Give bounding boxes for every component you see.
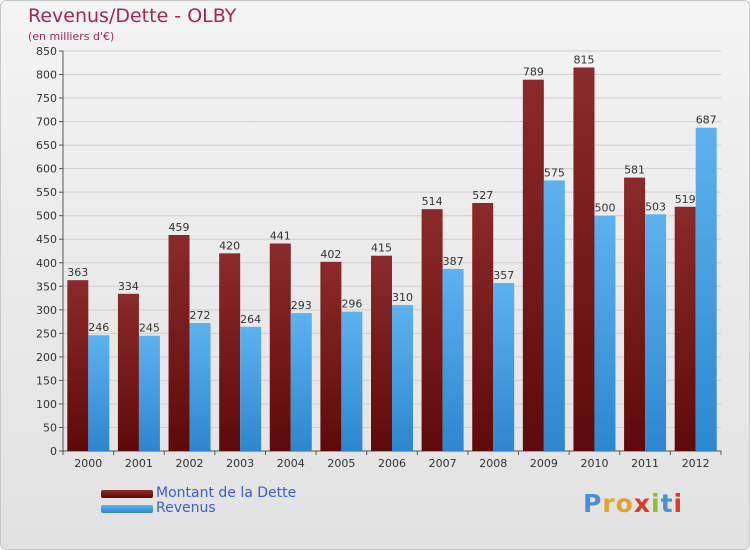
x-tick-label: 2010 xyxy=(580,457,608,470)
y-tick-label: 600 xyxy=(36,163,57,176)
dette-value-label: 420 xyxy=(219,239,240,252)
x-tick-label: 2003 xyxy=(226,457,254,470)
revenus-bar xyxy=(442,268,464,451)
legend-swatch-revenus xyxy=(101,505,153,513)
dette-value-label: 527 xyxy=(472,189,493,202)
dette-value-label: 514 xyxy=(422,195,443,208)
logo-letter: o xyxy=(615,489,634,518)
x-tick-label: 2008 xyxy=(479,457,507,470)
y-tick-label: 150 xyxy=(36,374,57,387)
dette-bar xyxy=(522,79,544,452)
logo-letter: P xyxy=(583,489,603,518)
dette-value-label: 415 xyxy=(371,242,392,255)
x-tick-label: 2007 xyxy=(429,457,457,470)
revenus-value-label: 503 xyxy=(645,200,666,213)
revenus-bar xyxy=(645,214,667,451)
dette-value-label: 581 xyxy=(624,164,645,177)
dette-value-label: 334 xyxy=(118,280,139,293)
y-tick-label: 50 xyxy=(43,421,57,434)
revenus-value-label: 293 xyxy=(291,299,312,312)
x-tick-label: 2005 xyxy=(327,457,355,470)
dette-value-label: 519 xyxy=(675,193,696,206)
dette-value-label: 441 xyxy=(270,229,291,242)
y-tick-label: 500 xyxy=(36,210,57,223)
dette-bar xyxy=(421,209,443,451)
dette-bar xyxy=(674,206,696,451)
revenus-bar xyxy=(695,127,717,452)
chart-title: Revenus/Dette - OLBY xyxy=(28,5,237,27)
dette-bar xyxy=(67,280,89,451)
y-tick-label: 450 xyxy=(36,233,57,246)
logo-letter: x xyxy=(633,489,651,518)
revenus-value-label: 500 xyxy=(594,202,615,215)
y-tick-label: 250 xyxy=(36,327,57,340)
revenus-value-label: 687 xyxy=(696,114,717,127)
revenus-value-label: 296 xyxy=(341,298,362,311)
revenus-value-label: 575 xyxy=(544,166,565,179)
dette-bar xyxy=(168,235,190,451)
x-tick-label: 2011 xyxy=(631,457,659,470)
revenus-bar xyxy=(543,180,565,452)
revenus-bar xyxy=(290,313,312,451)
y-tick-label: 400 xyxy=(36,257,57,270)
dette-bar xyxy=(117,293,139,451)
revenus-value-label: 264 xyxy=(240,313,261,326)
dette-bar xyxy=(219,253,241,451)
revenus-bar xyxy=(594,215,616,451)
x-tick-label: 2006 xyxy=(378,457,406,470)
x-tick-label: 2012 xyxy=(682,457,710,470)
dette-value-label: 459 xyxy=(169,221,190,234)
revenus-value-label: 357 xyxy=(493,269,514,282)
revenus-value-label: 245 xyxy=(139,322,160,335)
y-tick-label: 800 xyxy=(36,69,57,82)
logo-letter: t xyxy=(660,489,674,518)
x-tick-label: 2002 xyxy=(176,457,204,470)
revenus-bar xyxy=(341,311,363,451)
dette-bar xyxy=(269,243,291,451)
y-tick-label: 650 xyxy=(36,139,57,152)
y-tick-label: 550 xyxy=(36,186,57,199)
y-tick-label: 200 xyxy=(36,351,57,364)
legend-label-dette: Montant de la Dette xyxy=(156,485,297,501)
revenus-value-label: 310 xyxy=(392,291,413,304)
revenus-bar xyxy=(189,323,211,451)
revenus-value-label: 246 xyxy=(88,321,109,334)
y-tick-label: 700 xyxy=(36,116,57,129)
dette-bar xyxy=(472,203,494,451)
y-tick-label: 350 xyxy=(36,280,57,293)
dette-value-label: 815 xyxy=(573,53,594,66)
revenus-bar xyxy=(240,326,262,451)
dette-value-label: 789 xyxy=(523,66,544,79)
revenus-bar xyxy=(138,335,160,451)
y-tick-label: 0 xyxy=(50,445,57,458)
dette-bar xyxy=(573,67,595,452)
y-tick-label: 750 xyxy=(36,92,57,105)
x-tick-label: 2009 xyxy=(530,457,558,470)
legend-swatch-dette xyxy=(101,490,153,498)
dette-bar xyxy=(624,177,646,451)
x-tick-label: 2000 xyxy=(74,457,102,470)
proxiti-logo: Proxiti xyxy=(583,489,683,518)
dette-bar xyxy=(371,255,392,451)
dette-value-label: 402 xyxy=(320,248,341,261)
y-tick-label: 100 xyxy=(36,398,57,411)
y-tick-label: 850 xyxy=(36,45,57,58)
revenus-bar xyxy=(493,283,515,451)
logo-letter: r xyxy=(602,489,616,518)
dette-bar xyxy=(320,261,342,451)
x-tick-label: 2004 xyxy=(277,457,305,470)
dette-value-label: 363 xyxy=(67,266,88,279)
x-tick-label: 2001 xyxy=(125,457,153,470)
revenus-bar xyxy=(392,305,413,451)
y-tick-label: 300 xyxy=(36,304,57,317)
revenus-value-label: 387 xyxy=(443,255,464,268)
legend-label-revenus: Revenus xyxy=(156,500,216,516)
revenus-value-label: 272 xyxy=(190,309,211,322)
revenus-bar xyxy=(88,335,110,451)
chart-subtitle: (en milliers d'€) xyxy=(28,30,115,43)
logo-letter: i xyxy=(673,489,684,518)
logo-letter: i xyxy=(651,489,661,518)
